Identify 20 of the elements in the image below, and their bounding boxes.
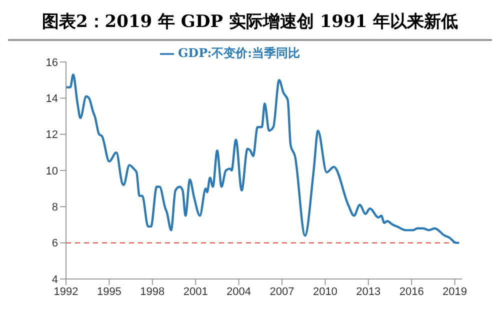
- x-tick-label: 1995: [96, 286, 122, 298]
- y-tick-label: 4: [52, 274, 58, 286]
- line-series: [66, 74, 460, 244]
- y-tick-label: 8: [52, 202, 58, 214]
- x-tick-label: 2004: [226, 286, 252, 298]
- x-tick-label: 2010: [312, 286, 338, 298]
- y-tick-label: 16: [46, 56, 58, 69]
- y-tick-label: 10: [46, 165, 58, 178]
- x-tick-label: 2001: [183, 286, 208, 298]
- x-tick-label: 1998: [140, 286, 165, 298]
- chart-title: 图表2：2019 年 GDP 实际增速创 1991 年以来新低: [8, 8, 492, 41]
- x-tick-label: 2007: [270, 286, 294, 298]
- y-tick-label: 6: [52, 238, 58, 250]
- legend-label: GDP:不变价:当季同比: [178, 46, 300, 60]
- y-tick-label: 12: [46, 129, 58, 142]
- x-tick-label: 1992: [54, 286, 78, 298]
- x-tick-label: 2013: [356, 286, 381, 298]
- x-tick-label: 2019: [442, 286, 468, 298]
- x-tick-label: 2016: [399, 286, 424, 298]
- y-tick-label: 14: [46, 93, 58, 106]
